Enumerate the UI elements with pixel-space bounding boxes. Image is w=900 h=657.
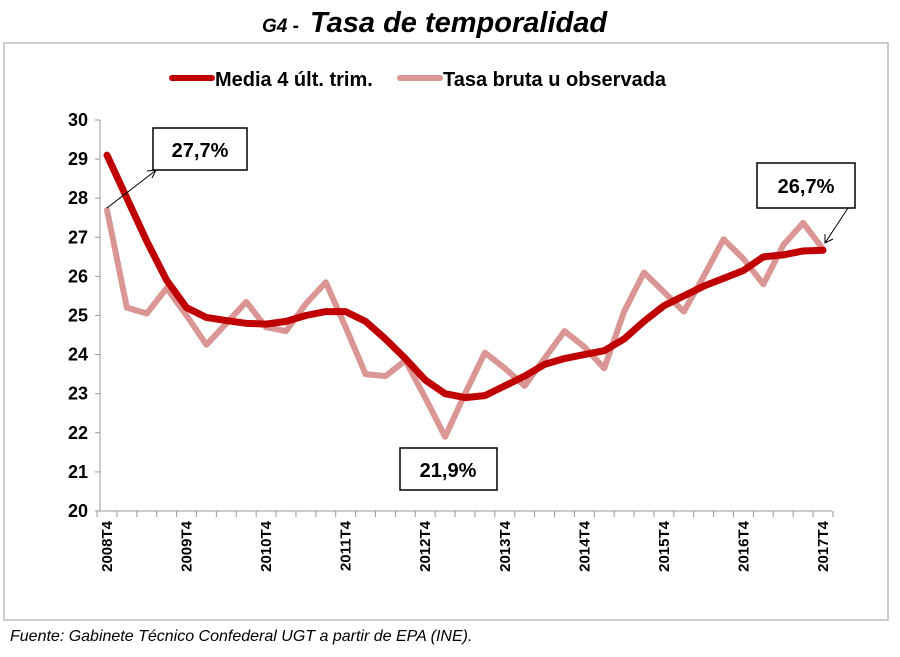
series-line-tasa-bruta bbox=[104, 206, 826, 440]
x-tick-label: 2009T4 bbox=[179, 520, 196, 572]
x-tick-label: 2014T4 bbox=[576, 520, 593, 572]
chart-title-prefix: G4 - bbox=[262, 16, 299, 37]
legend-label-media: Media 4 últ. trim. bbox=[215, 69, 373, 91]
y-tick-label: 21 bbox=[68, 462, 88, 482]
legend: Media 4 últ. trim. Tasa bruta u observad… bbox=[169, 69, 667, 91]
y-tick-label: 24 bbox=[68, 345, 88, 365]
x-tick-label: 2011T4 bbox=[338, 520, 355, 571]
series-line-media bbox=[103, 151, 827, 402]
annotation-min: 21,9% bbox=[399, 447, 498, 491]
x-tick-label: 2008T4 bbox=[99, 520, 116, 572]
y-tick-label: 28 bbox=[68, 188, 88, 208]
annotation-start: 27,7% bbox=[106, 127, 248, 209]
annotation-end: 26,7% bbox=[756, 162, 856, 244]
y-tick-label: 23 bbox=[68, 384, 88, 404]
x-tick-label: 2016T4 bbox=[735, 520, 752, 572]
annotation-end-label: 26,7% bbox=[778, 176, 835, 198]
y-tick-label: 25 bbox=[68, 306, 88, 326]
x-tick-label: 2017T4 bbox=[815, 520, 832, 572]
x-tick-label: 2013T4 bbox=[497, 520, 514, 572]
source-note: Fuente: Gabinete Técnico Confederal UGT … bbox=[10, 628, 473, 645]
y-tick-label: 22 bbox=[68, 423, 88, 443]
chart-title: Tasa de temporalidad bbox=[310, 7, 608, 39]
annotation-min-label: 21,9% bbox=[420, 460, 477, 482]
y-tick-label: 29 bbox=[68, 149, 88, 169]
y-tick-label: 27 bbox=[68, 227, 88, 247]
annotation-start-label: 27,7% bbox=[172, 140, 229, 162]
annotation-arrow bbox=[824, 207, 849, 244]
annotation-arrow bbox=[106, 170, 156, 209]
x-tick-label: 2010T4 bbox=[258, 520, 275, 572]
x-tick-label: 2012T4 bbox=[417, 520, 434, 572]
legend-label-tasa-bruta: Tasa bruta u observada bbox=[443, 69, 667, 91]
chart-frame bbox=[3, 42, 889, 621]
y-tick-label: 20 bbox=[68, 501, 88, 521]
x-tick-label: 2015T4 bbox=[656, 520, 673, 572]
y-tick-label: 30 bbox=[68, 110, 88, 130]
y-tick-label: 26 bbox=[68, 266, 88, 286]
